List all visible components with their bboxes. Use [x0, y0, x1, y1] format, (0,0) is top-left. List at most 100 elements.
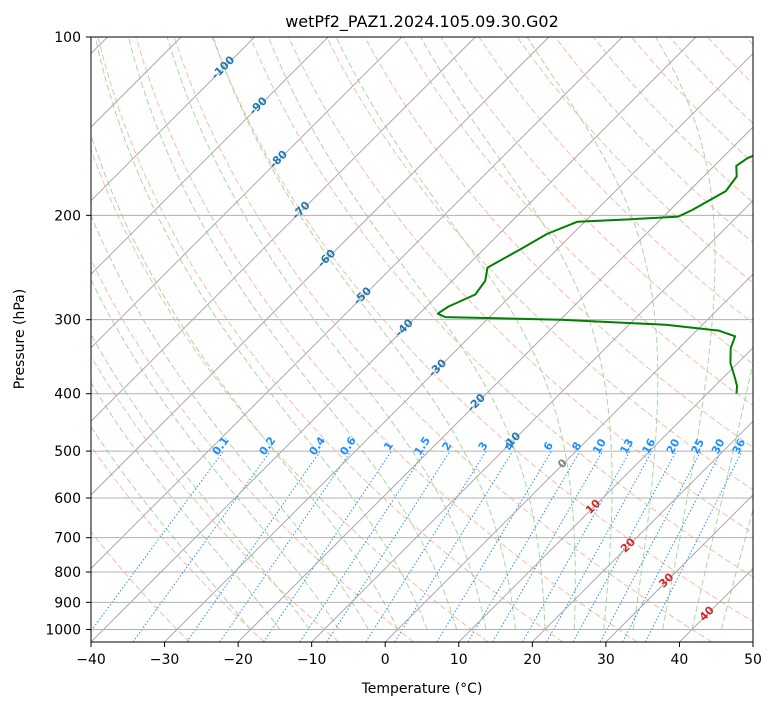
isotherm-line	[91, 37, 403, 349]
moist-adiabat	[420, 37, 613, 630]
dry-adiabat	[326, 37, 753, 491]
mixing-ratio-line	[186, 450, 321, 642]
moist-adiabat	[720, 507, 753, 630]
dewpoint-profile	[436, 154, 753, 394]
x-tick-label: −40	[76, 652, 106, 668]
y-tick-label: 700	[54, 531, 81, 547]
pressure-grid	[91, 37, 753, 630]
mixing-ratio-label: 0.4	[306, 434, 328, 458]
mixing-ratio-label: 25	[688, 437, 707, 457]
x-tick-label: 0	[381, 652, 390, 668]
moist-adiabat	[91, 278, 340, 630]
y-tick-label: 600	[54, 491, 81, 507]
isotherm-label: -50	[351, 284, 374, 307]
dry-adiabat	[135, 37, 638, 642]
isotherm-line	[752, 641, 753, 642]
mixing-ratio-label: 30	[709, 436, 728, 456]
mixing-ratio-line	[132, 450, 271, 642]
mixing-ratio-label: 0.2	[256, 434, 278, 457]
isotherm-label: -30	[426, 356, 449, 379]
mixing-ratio-line	[599, 450, 702, 642]
dry-adiabat	[516, 37, 753, 284]
y-tick-label: 100	[54, 30, 81, 46]
isotherm-line	[91, 37, 476, 423]
dry-adiabat	[91, 355, 340, 642]
mixing-ratio-label: 0.6	[337, 434, 359, 458]
mixing-ratio-line	[91, 450, 224, 632]
isotherm-line	[237, 126, 753, 642]
isotherm-line	[679, 567, 753, 642]
y-tick-label: 1000	[45, 622, 81, 638]
dry-adiabat	[554, 37, 753, 244]
isotherm-label: -100	[209, 53, 238, 82]
dry-adiabat	[91, 148, 489, 642]
dry-adiabat	[91, 445, 265, 642]
y-axis-title: Pressure (hPa)	[12, 289, 28, 389]
isotherm-label: -60	[315, 247, 338, 270]
moist-adiabat	[691, 360, 753, 630]
isotherm-label: 0	[555, 456, 570, 471]
mixing-ratio-line	[546, 450, 653, 642]
isotherm-line	[458, 347, 753, 642]
mixing-ratio-label: 36	[730, 436, 749, 456]
y-tick-label: 400	[54, 387, 81, 403]
mixing-ratio-line	[572, 450, 677, 642]
dry-adiabat	[707, 37, 753, 85]
dry-adiabat	[402, 37, 753, 407]
x-tick-label: 30	[597, 652, 615, 668]
y-tick-label: 300	[54, 313, 81, 329]
moist-adiabat	[94, 37, 428, 630]
moist-adiabat	[655, 37, 716, 630]
x-tick-label: 20	[523, 652, 541, 668]
dry-adiabat	[97, 37, 563, 642]
mixing-ratio-line	[394, 450, 514, 642]
y-tick-label: 800	[54, 565, 81, 581]
isotherm-line	[91, 37, 550, 496]
y-tick-label: 500	[54, 444, 81, 460]
mixing-ratio-line	[644, 450, 743, 642]
background-lines	[91, 37, 753, 642]
mixing-ratio-line	[219, 450, 352, 642]
isotherm-line	[605, 494, 753, 642]
dry-adiabat	[745, 37, 753, 46]
isotherm-line	[91, 37, 623, 570]
isotherm-label: -70	[289, 198, 312, 221]
mixing-ratio-label: 13	[618, 437, 637, 457]
moist-adiabat	[267, 37, 546, 630]
chart-title: wetPf2_PAZ1.2024.105.09.30.G02	[285, 12, 559, 32]
isotherm-label: -80	[267, 148, 290, 171]
isotherm-line	[91, 37, 697, 642]
isotherm-line	[531, 420, 753, 642]
moist-adiabat	[91, 133, 399, 630]
mixing-ratio-label: 20	[664, 436, 683, 456]
x-tick-label: −30	[150, 652, 180, 668]
moist-adiabat	[212, 37, 516, 630]
x-tick-label: 40	[671, 652, 689, 668]
isotherm-label: 10	[583, 496, 603, 516]
dry-adiabat	[440, 37, 753, 365]
mixing-ratio-label: 10	[590, 436, 609, 456]
moist-adiabat	[91, 425, 252, 630]
moist-adiabat	[335, 37, 576, 630]
isotherm-line	[311, 199, 753, 642]
isotherm-line	[91, 37, 256, 202]
moist-adiabat	[128, 37, 458, 630]
isotherm-line	[164, 52, 753, 642]
profile-series	[436, 154, 753, 394]
dry-adiabat	[592, 37, 753, 204]
isotherm-label: -20	[465, 391, 488, 414]
mixing-ratio-line	[522, 450, 631, 642]
dry-adiabat	[91, 531, 191, 642]
mixing-ratio-label: 0.1	[210, 434, 232, 457]
isotherm-label: -10	[500, 429, 523, 452]
mixing-ratio-line	[365, 450, 487, 642]
mixing-ratio-line	[467, 450, 581, 642]
x-tick-label: 10	[450, 652, 468, 668]
y-tick-label: 200	[54, 208, 81, 224]
x-axis-title: Temperature (°C)	[361, 681, 483, 697]
moist-adiabat	[166, 37, 487, 630]
moist-adiabat	[91, 381, 281, 630]
mixing-ratio-line	[299, 450, 426, 642]
dry-adiabat	[211, 37, 753, 623]
